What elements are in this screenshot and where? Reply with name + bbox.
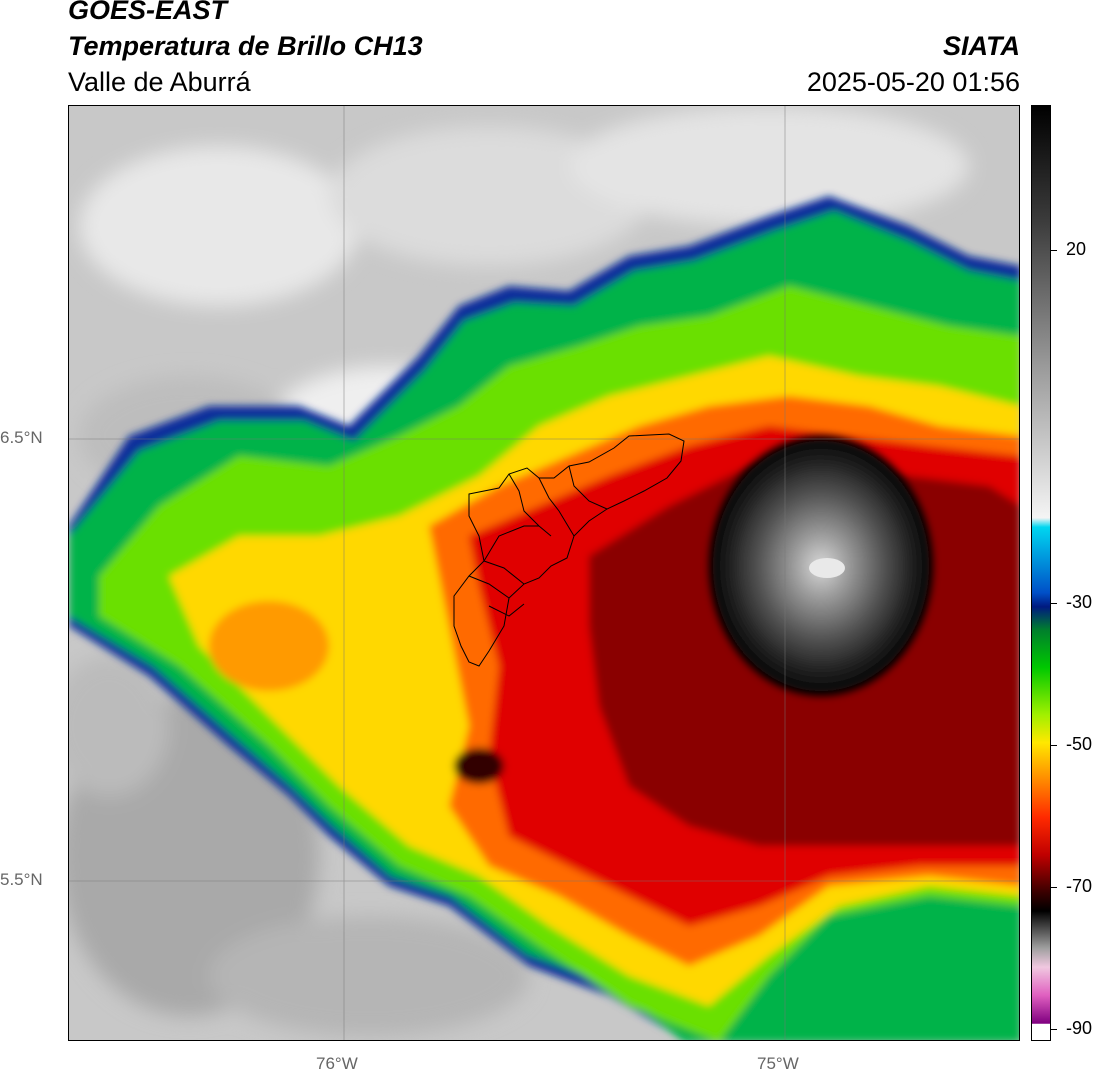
colorbar-label-minus50: -50 [1066, 734, 1093, 754]
right-title-block: SIATA 2025-05-20 01:56 [807, 30, 1020, 98]
region-subtitle: Valle de Aburrá [68, 67, 251, 97]
municipality-boundaries [453, 433, 685, 667]
colorbar-tick-minus70 [1051, 887, 1057, 888]
colorbar-label-20: 20 [1066, 239, 1087, 259]
datetime-label: 2025-05-20 01:56 [806, 67, 1020, 97]
map-gridlines [69, 106, 1019, 1040]
map-canvas [69, 106, 1019, 1040]
colorbar-tick-20 [1051, 250, 1057, 251]
product-title: Temperatura de Brillo CH13 [68, 31, 423, 61]
colorbar-label-minus90: -90 [1066, 1018, 1093, 1038]
colorbar-tick-minus50 [1051, 745, 1057, 746]
lon-label-76w: 76°W [316, 1054, 358, 1073]
colorbar-scale [1032, 106, 1050, 1040]
lat-label-6-5n: 6.5°N [0, 428, 43, 447]
lat-label-5-5n: 5.5°N [0, 870, 43, 889]
colorbar-tick-minus30 [1051, 603, 1057, 604]
convective-core [709, 436, 933, 696]
brightness-temperature-map [68, 105, 1020, 1041]
colorbar-label-minus30: -30 [1066, 592, 1093, 612]
title-block: GOES-EAST Temperatura de Brillo CH13 Val… [68, 0, 423, 98]
satellite-title: GOES-EAST [68, 0, 228, 25]
agency-label: SIATA [943, 31, 1020, 61]
colorbar-tick-minus90 [1051, 1029, 1057, 1030]
colorbar-label-minus70: -70 [1066, 876, 1093, 896]
colorbar [1031, 105, 1051, 1041]
lon-label-75w: 75°W [757, 1054, 799, 1073]
